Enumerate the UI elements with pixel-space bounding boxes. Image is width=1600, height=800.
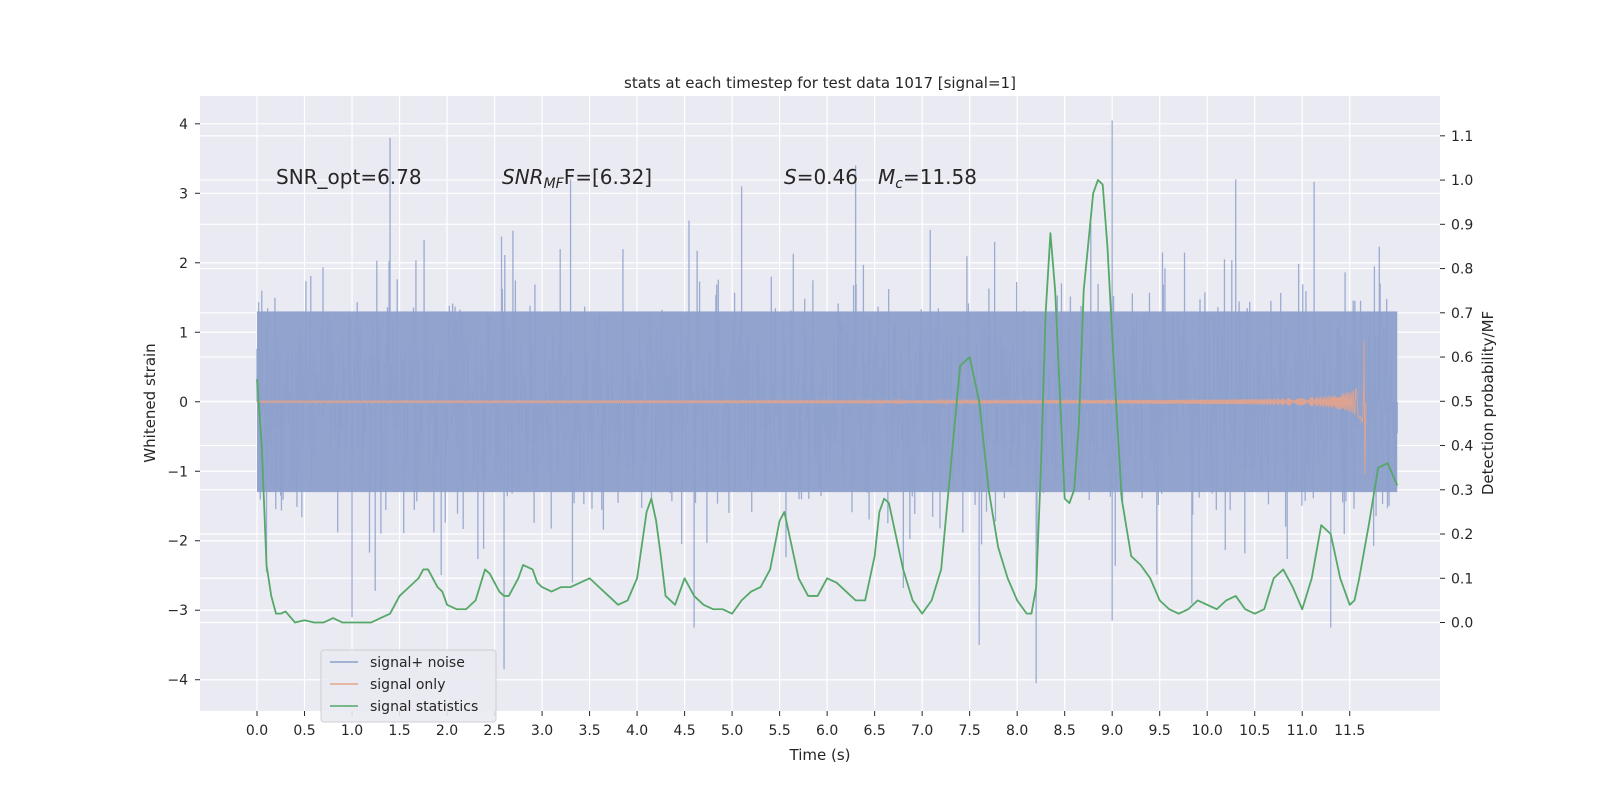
x-tick-label: 2.0 bbox=[436, 723, 458, 739]
y-right-tick-label: 0.0 bbox=[1451, 616, 1473, 632]
x-tick-label: 5.5 bbox=[768, 723, 790, 739]
legend-label-signal-noise: signal+ noise bbox=[370, 655, 465, 671]
signal-only-series bbox=[256, 341, 1367, 475]
y-right-tick-label: 0.2 bbox=[1451, 527, 1473, 543]
x-tick-label: 3.0 bbox=[531, 723, 553, 739]
signal-statistics-series bbox=[256, 179, 1399, 624]
legend: signal+ noise signal only signal statist… bbox=[320, 649, 497, 723]
y-left-tick-label: −2 bbox=[167, 534, 188, 550]
x-tick-label: 7.0 bbox=[911, 723, 933, 739]
annotation-snr-mf: SNRMFF=[6.32] bbox=[502, 165, 652, 192]
x-axis-title: Time (s) bbox=[789, 746, 851, 764]
y-left-tick-label: 1 bbox=[179, 325, 188, 341]
x-tick-label: 2.5 bbox=[483, 723, 505, 739]
x-tick-label: 11.0 bbox=[1287, 723, 1318, 739]
x-tick-label: 10.5 bbox=[1239, 723, 1270, 739]
y-right-tick-label: 0.9 bbox=[1451, 217, 1473, 233]
legend-box bbox=[320, 649, 497, 723]
y-left-tick-label: −4 bbox=[167, 673, 188, 689]
legend-label-signal-only: signal only bbox=[370, 677, 445, 693]
x-tick-label: 0.0 bbox=[246, 723, 268, 739]
y-left-axis-ticks: −4 −3 −2 −1 0 1 2 3 4 bbox=[167, 117, 200, 689]
x-tick-label: 5.0 bbox=[721, 723, 743, 739]
chart-title: stats at each timestep for test data 101… bbox=[624, 74, 1016, 92]
x-tick-label: 0.5 bbox=[293, 723, 315, 739]
y-right-tick-label: 0.5 bbox=[1451, 394, 1473, 410]
annotation-chirp-mass: Mc=11.58 bbox=[878, 165, 977, 192]
y-left-tick-label: 2 bbox=[179, 256, 188, 272]
x-tick-label: 11.5 bbox=[1334, 723, 1365, 739]
legend-label-signal-statistics: signal statistics bbox=[370, 699, 478, 715]
y-right-axis-ticks: 0.0 0.1 0.2 0.3 0.4 0.5 0.6 0.7 0.8 0.9 1.0 1.1 bbox=[1440, 129, 1473, 632]
x-tick-label: 3.5 bbox=[578, 723, 600, 739]
y-right-tick-label: 0.4 bbox=[1451, 439, 1473, 455]
x-tick-label: 10.0 bbox=[1192, 723, 1223, 739]
y-left-tick-label: 0 bbox=[179, 395, 188, 411]
signal-statistics-line bbox=[256, 179, 1399, 624]
x-tick-label: 9.5 bbox=[1149, 723, 1171, 739]
y-right-tick-label: 1.1 bbox=[1451, 129, 1473, 145]
y-right-tick-label: 0.7 bbox=[1451, 306, 1473, 322]
x-tick-label: 1.5 bbox=[388, 723, 410, 739]
x-tick-label: 8.0 bbox=[1006, 723, 1028, 739]
signal-only-line bbox=[256, 341, 1367, 475]
signal-noise-line bbox=[256, 120, 1398, 684]
y-left-tick-label: −3 bbox=[167, 603, 188, 619]
x-axis-ticks: 0.0 0.5 1.0 1.5 2.0 2.5 3.0 3.5 4.0 4.5 5.0 5.5 6.0 6… bbox=[246, 711, 1365, 739]
y-right-tick-label: 0.1 bbox=[1451, 571, 1473, 587]
y-right-axis-title: Detection probability/MF bbox=[1479, 311, 1497, 495]
y-right-tick-label: 1.0 bbox=[1451, 173, 1473, 189]
x-tick-label: 7.5 bbox=[959, 723, 981, 739]
y-left-tick-label: 4 bbox=[179, 117, 188, 133]
x-tick-label: 1.0 bbox=[341, 723, 363, 739]
x-tick-label: 9.0 bbox=[1101, 723, 1123, 739]
y-right-tick-label: 0.8 bbox=[1451, 262, 1473, 278]
y-right-tick-label: 0.3 bbox=[1451, 483, 1473, 499]
annotation-snr-opt: SNR_opt=6.78 bbox=[276, 165, 422, 189]
x-tick-label: 6.0 bbox=[816, 723, 838, 739]
annotation-s-stat: S=0.46 bbox=[784, 165, 858, 189]
x-tick-label: 8.5 bbox=[1054, 723, 1076, 739]
x-tick-label: 6.5 bbox=[864, 723, 886, 739]
x-tick-label: 4.5 bbox=[673, 723, 695, 739]
y-left-axis-title: Whitened strain bbox=[141, 343, 159, 462]
y-right-tick-label: 0.6 bbox=[1451, 350, 1473, 366]
y-left-tick-label: 3 bbox=[179, 186, 188, 202]
y-left-tick-label: −1 bbox=[167, 464, 188, 480]
x-tick-label: 4.0 bbox=[626, 723, 648, 739]
